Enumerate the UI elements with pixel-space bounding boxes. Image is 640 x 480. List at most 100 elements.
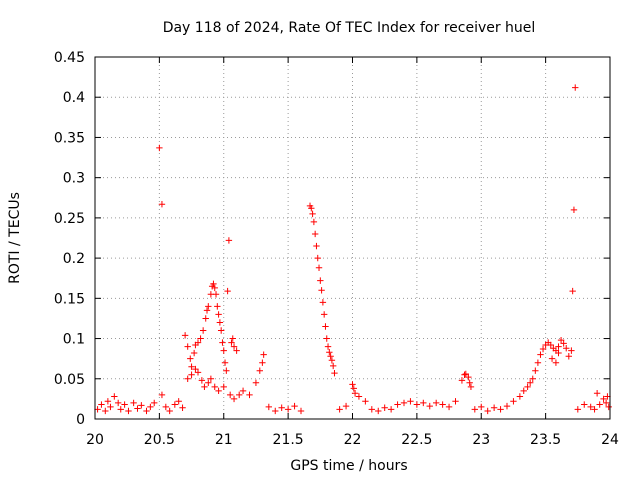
data-point xyxy=(265,403,273,411)
data-point xyxy=(272,407,279,415)
data-point xyxy=(466,379,473,386)
data-point xyxy=(336,406,343,413)
data-point xyxy=(490,404,498,411)
data-point xyxy=(138,402,145,409)
data-point xyxy=(187,355,194,362)
data-point xyxy=(207,375,215,382)
data-point xyxy=(350,385,357,392)
data-point xyxy=(426,402,433,410)
data-point xyxy=(229,335,236,342)
data-point xyxy=(600,395,607,403)
y-tick-label: 0.4 xyxy=(63,90,85,106)
y-tick-label: 0.25 xyxy=(54,211,85,227)
data-point xyxy=(324,343,332,350)
x-tick-label: 24 xyxy=(601,432,619,448)
data-point xyxy=(215,311,222,318)
data-point xyxy=(201,383,208,391)
data-point xyxy=(587,403,594,411)
data-point xyxy=(319,299,327,306)
data-point xyxy=(322,323,329,330)
data-point xyxy=(569,287,576,295)
data-point xyxy=(524,383,531,391)
data-point xyxy=(226,391,234,399)
data-point xyxy=(188,363,195,370)
data-point xyxy=(593,390,601,397)
data-point xyxy=(114,399,122,407)
data-point xyxy=(516,393,524,400)
data-point xyxy=(539,345,547,353)
data-point xyxy=(503,402,511,410)
x-tick-label: 23.5 xyxy=(530,432,561,448)
data-point xyxy=(134,405,141,412)
data-point xyxy=(568,347,575,354)
data-point xyxy=(223,367,230,374)
data-point xyxy=(205,303,212,310)
data-point xyxy=(111,393,118,400)
chart-title: Day 118 of 2024, Rate Of TEC Index for r… xyxy=(163,20,536,36)
data-point xyxy=(291,402,298,410)
data-point xyxy=(181,332,189,339)
data-point xyxy=(297,407,305,415)
data-point xyxy=(215,387,222,395)
data-point xyxy=(239,387,247,395)
data-point xyxy=(323,335,330,342)
data-point xyxy=(349,381,356,388)
data-point xyxy=(202,315,209,322)
data-point xyxy=(570,206,578,214)
data-point xyxy=(326,349,333,356)
data-point xyxy=(320,311,328,318)
y-tick-label: 0.2 xyxy=(63,251,85,267)
data-point xyxy=(203,307,211,314)
data-point xyxy=(432,399,440,407)
data-point xyxy=(596,401,603,408)
data-point xyxy=(212,291,220,298)
data-point xyxy=(311,230,319,238)
data-point xyxy=(548,355,556,362)
data-point xyxy=(310,218,318,226)
data-point xyxy=(534,359,542,366)
data-point xyxy=(104,398,112,405)
data-point xyxy=(400,399,408,407)
x-axis-label: GPS time / hours xyxy=(290,458,407,474)
y-tick-label: 0.15 xyxy=(54,291,85,307)
data-point xyxy=(236,391,243,399)
data-point xyxy=(362,398,369,405)
data-point xyxy=(526,379,534,386)
data-point xyxy=(329,362,337,370)
data-point xyxy=(171,401,179,408)
data-point xyxy=(560,340,567,347)
y-axis-label: ROTI / TECUs xyxy=(7,192,23,284)
data-point xyxy=(413,401,421,408)
data-point xyxy=(219,339,226,346)
data-point xyxy=(387,406,395,413)
data-point xyxy=(179,404,186,411)
data-point xyxy=(314,254,321,262)
data-point xyxy=(162,403,170,411)
data-point xyxy=(214,303,221,310)
data-point xyxy=(151,399,158,407)
data-point xyxy=(125,407,132,415)
data-point xyxy=(510,398,517,405)
data-point xyxy=(98,401,105,408)
x-tick-label: 21 xyxy=(215,432,233,448)
data-point xyxy=(166,407,173,415)
data-point xyxy=(205,379,212,386)
data-point xyxy=(381,404,388,411)
data-point xyxy=(452,398,459,405)
data-point xyxy=(228,339,235,346)
data-point xyxy=(458,377,466,384)
data-point xyxy=(471,406,479,413)
data-point xyxy=(375,407,382,415)
data-point xyxy=(342,402,350,410)
data-point xyxy=(555,343,562,350)
data-point xyxy=(230,343,238,350)
data-point xyxy=(259,359,266,366)
data-point xyxy=(355,393,363,400)
data-point xyxy=(313,242,320,250)
data-point xyxy=(211,383,218,391)
data-point xyxy=(318,287,325,294)
data-point xyxy=(574,406,582,413)
x-tick-label: 22.5 xyxy=(401,432,432,448)
data-point xyxy=(252,379,260,386)
